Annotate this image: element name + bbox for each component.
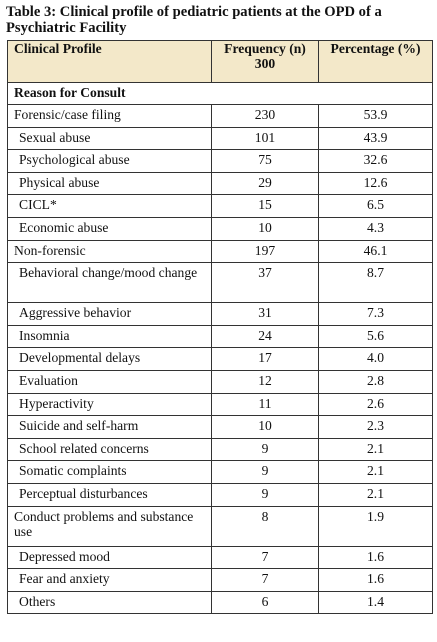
row-label: Economic abuse xyxy=(7,216,212,241)
row-percentage: 4.3 xyxy=(318,216,433,241)
row-frequency: 31 xyxy=(211,302,319,326)
row-label: Conduct problems and substance use xyxy=(7,505,212,547)
row-frequency: 12 xyxy=(211,369,319,394)
row-label: Forensic/case filing xyxy=(7,104,212,128)
table-row: Physical abuse 29 12.6 xyxy=(7,171,433,196)
row-percentage: 8.7 xyxy=(318,262,433,304)
row-label: CICL* xyxy=(7,194,212,218)
row-label: Somatic complaints xyxy=(7,460,212,484)
row-percentage: 2.6 xyxy=(318,392,433,417)
row-label: Behavioral change/mood change xyxy=(7,262,212,304)
row-label: Non-forensic xyxy=(7,239,212,264)
row-frequency: 29 xyxy=(211,171,319,196)
row-label: Suicide and self-harm xyxy=(7,415,212,439)
row-percentage: 7.3 xyxy=(318,302,433,326)
row-frequency: 75 xyxy=(211,149,319,173)
row-percentage: 2.1 xyxy=(318,460,433,484)
row-percentage: 2.1 xyxy=(318,437,433,462)
clinical-profile-table: Clinical Profile Frequency (n) 300 Perce… xyxy=(7,40,433,615)
row-percentage: 32.6 xyxy=(318,149,433,173)
table-row: Psychological abuse 75 32.6 xyxy=(7,149,433,173)
row-frequency: 9 xyxy=(211,482,319,507)
table-row: CICL* 15 6.5 xyxy=(7,194,433,218)
row-frequency: 10 xyxy=(211,415,319,439)
row-percentage: 5.6 xyxy=(318,324,433,349)
row-percentage: 6.5 xyxy=(318,194,433,218)
row-label: Others xyxy=(7,590,212,615)
row-label: Evaluation xyxy=(7,369,212,394)
row-label: Depressed mood xyxy=(7,545,212,570)
row-frequency: 10 xyxy=(211,216,319,241)
row-label: Psychological abuse xyxy=(7,149,212,173)
row-label: Physical abuse xyxy=(7,171,212,196)
row-percentage: 46.1 xyxy=(318,239,433,264)
row-percentage: 1.6 xyxy=(318,568,433,592)
table-header-row: Clinical Profile Frequency (n) 300 Perce… xyxy=(7,40,433,83)
row-frequency: 230 xyxy=(211,104,319,128)
row-percentage: 2.3 xyxy=(318,415,433,439)
row-frequency: 8 xyxy=(211,505,319,547)
header-frequency: Frequency (n) 300 xyxy=(211,40,319,83)
row-frequency: 197 xyxy=(211,239,319,264)
table-row: Hyperactivity 11 2.6 xyxy=(7,392,433,417)
table-row: Suicide and self-harm 10 2.3 xyxy=(7,415,433,439)
row-label: School related concerns xyxy=(7,437,212,462)
row-frequency: 37 xyxy=(211,262,319,304)
table-row: Others 6 1.4 xyxy=(7,590,433,615)
row-percentage: 53.9 xyxy=(318,104,433,128)
table-row: Aggressive behavior 31 7.3 xyxy=(7,302,433,326)
table-row: Depressed mood 7 1.6 xyxy=(7,545,433,570)
section-title: Reason for Consult xyxy=(7,82,433,105)
table-row: Perceptual disturbances 9 2.1 xyxy=(7,482,433,507)
table-row: Somatic complaints 9 2.1 xyxy=(7,460,433,484)
row-percentage: 12.6 xyxy=(318,171,433,196)
row-label: Insomnia xyxy=(7,324,212,349)
row-percentage: 1.9 xyxy=(318,505,433,547)
row-frequency: 9 xyxy=(211,460,319,484)
table-row: Sexual abuse 101 43.9 xyxy=(7,126,433,151)
row-label: Fear and anxiety xyxy=(7,568,212,592)
table-row: Fear and anxiety 7 1.6 xyxy=(7,568,433,592)
row-percentage: 2.8 xyxy=(318,369,433,394)
table-caption: Table 3: Clinical profile of pediatric p… xyxy=(6,4,382,36)
row-percentage: 1.4 xyxy=(318,590,433,615)
row-percentage: 43.9 xyxy=(318,126,433,151)
row-frequency: 11 xyxy=(211,392,319,417)
row-frequency: 6 xyxy=(211,590,319,615)
row-frequency: 9 xyxy=(211,437,319,462)
row-label: Aggressive behavior xyxy=(7,302,212,326)
section-row: Reason for Consult xyxy=(7,82,433,105)
header-percentage: Percentage (%) xyxy=(318,40,433,83)
row-frequency: 17 xyxy=(211,347,319,371)
table-row: Non-forensic 197 46.1 xyxy=(7,239,433,264)
row-label: Developmental delays xyxy=(7,347,212,371)
row-frequency: 24 xyxy=(211,324,319,349)
table-row: Developmental delays 17 4.0 xyxy=(7,347,433,371)
row-frequency: 7 xyxy=(211,568,319,592)
row-percentage: 2.1 xyxy=(318,482,433,507)
table-row: Evaluation 12 2.8 xyxy=(7,369,433,394)
table-row: Insomnia 24 5.6 xyxy=(7,324,433,349)
header-clinical-profile: Clinical Profile xyxy=(7,40,212,83)
table-row: Behavioral change/mood change 37 8.7 xyxy=(7,262,433,304)
row-frequency: 15 xyxy=(211,194,319,218)
table-row: Forensic/case filing 230 53.9 xyxy=(7,104,433,128)
row-frequency: 7 xyxy=(211,545,319,570)
row-label: Perceptual disturbances xyxy=(7,482,212,507)
row-percentage: 4.0 xyxy=(318,347,433,371)
row-label: Hyperactivity xyxy=(7,392,212,417)
row-percentage: 1.6 xyxy=(318,545,433,570)
row-frequency: 101 xyxy=(211,126,319,151)
row-label: Sexual abuse xyxy=(7,126,212,151)
table-row: Conduct problems and substance use 8 1.9 xyxy=(7,505,433,547)
table-row: School related concerns 9 2.1 xyxy=(7,437,433,462)
table-row: Economic abuse 10 4.3 xyxy=(7,216,433,241)
